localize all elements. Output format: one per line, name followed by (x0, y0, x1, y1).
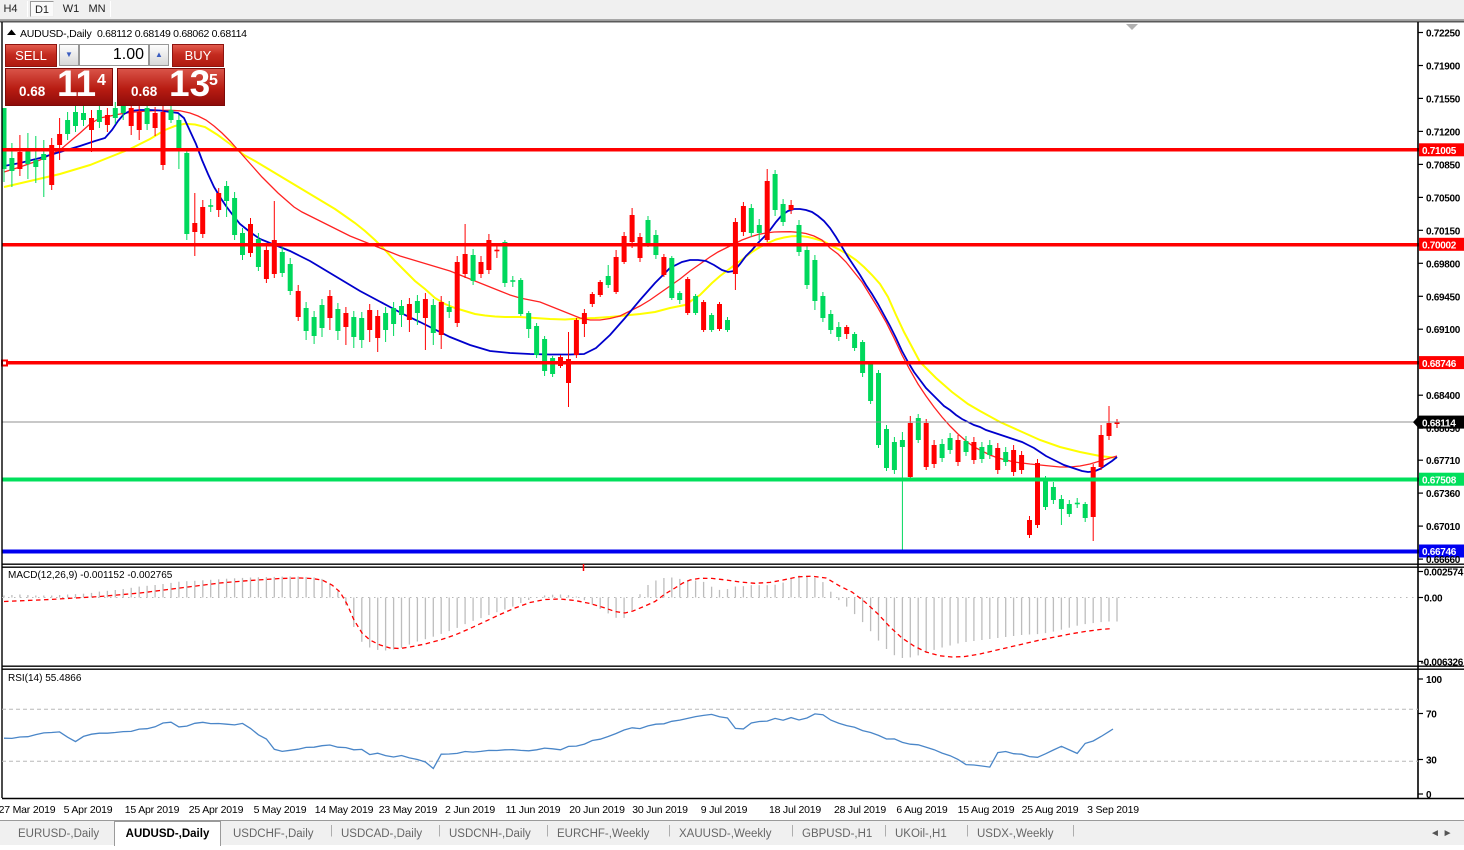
svg-text:0.70002: 0.70002 (1422, 240, 1457, 251)
svg-text:100: 100 (1426, 675, 1443, 686)
svg-text:0.69450: 0.69450 (1426, 292, 1461, 303)
svg-text:5 Apr 2019: 5 Apr 2019 (64, 804, 113, 816)
svg-text:RSI(14) 55.4866: RSI(14) 55.4866 (8, 673, 82, 684)
svg-text:0.71200: 0.71200 (1426, 127, 1461, 138)
svg-text:25 Apr 2019: 25 Apr 2019 (189, 804, 244, 816)
svg-text:15 Apr 2019: 15 Apr 2019 (125, 804, 180, 816)
svg-text:0.71550: 0.71550 (1426, 94, 1461, 105)
svg-text:0.71900: 0.71900 (1426, 61, 1461, 72)
svg-text:0.72250: 0.72250 (1426, 29, 1461, 40)
svg-text:0.71005: 0.71005 (1422, 146, 1457, 157)
svg-text:27 Mar 2019: 27 Mar 2019 (0, 804, 56, 816)
svg-text:0.66660: 0.66660 (1426, 555, 1461, 566)
svg-text:30 Jun 2019: 30 Jun 2019 (632, 804, 688, 816)
svg-text:2 Jun 2019: 2 Jun 2019 (445, 804, 495, 816)
svg-text:0.70850: 0.70850 (1426, 160, 1461, 171)
svg-text:18 Jul 2019: 18 Jul 2019 (769, 804, 821, 816)
svg-text:28 Jul 2019: 28 Jul 2019 (834, 804, 886, 816)
svg-text:11 Jun 2019: 11 Jun 2019 (506, 804, 561, 816)
svg-text:20 Jun 2019: 20 Jun 2019 (569, 804, 625, 816)
svg-text:5 May 2019: 5 May 2019 (254, 804, 307, 816)
svg-text:15 Aug 2019: 15 Aug 2019 (958, 804, 1015, 816)
svg-text:0.67710: 0.67710 (1426, 456, 1461, 467)
svg-text:0.67508: 0.67508 (1422, 475, 1457, 486)
svg-text:0.68050: 0.68050 (1426, 424, 1461, 435)
svg-text:0.68746: 0.68746 (1422, 359, 1457, 370)
svg-text:9 Jul 2019: 9 Jul 2019 (701, 804, 748, 816)
svg-text:0.70150: 0.70150 (1426, 226, 1461, 237)
svg-text:0.67360: 0.67360 (1426, 489, 1461, 500)
svg-text:-0.006326: -0.006326 (1421, 657, 1464, 668)
svg-text:0.70500: 0.70500 (1426, 193, 1461, 204)
svg-text:MACD(12,26,9) -0.001152 -0.002: MACD(12,26,9) -0.001152 -0.002765 (8, 570, 173, 581)
svg-text:0.69800: 0.69800 (1426, 259, 1461, 270)
svg-text:30: 30 (1426, 756, 1437, 767)
svg-text:6 Aug 2019: 6 Aug 2019 (896, 804, 947, 816)
svg-text:0.002574: 0.002574 (1424, 568, 1464, 579)
svg-text:70: 70 (1426, 710, 1437, 721)
svg-text:3 Sep 2019: 3 Sep 2019 (1087, 804, 1139, 816)
svg-text:0.69100: 0.69100 (1426, 325, 1461, 336)
svg-text:25 Aug 2019: 25 Aug 2019 (1022, 804, 1079, 816)
svg-text:0: 0 (1426, 790, 1432, 801)
svg-text:AUDUSD-,Daily: AUDUSD-,Daily (20, 28, 92, 40)
svg-text:23 May 2019: 23 May 2019 (379, 804, 438, 816)
svg-text:14 May 2019: 14 May 2019 (315, 804, 374, 816)
svg-text:0.68112 0.68149 0.68062 0.6811: 0.68112 0.68149 0.68062 0.68114 (97, 28, 247, 40)
svg-text:0.67010: 0.67010 (1426, 522, 1461, 533)
svg-text:0.66746: 0.66746 (1422, 547, 1457, 558)
svg-text:0.68114: 0.68114 (1422, 418, 1456, 429)
svg-text:0.00: 0.00 (1424, 594, 1443, 605)
svg-text:0.68400: 0.68400 (1426, 391, 1461, 402)
